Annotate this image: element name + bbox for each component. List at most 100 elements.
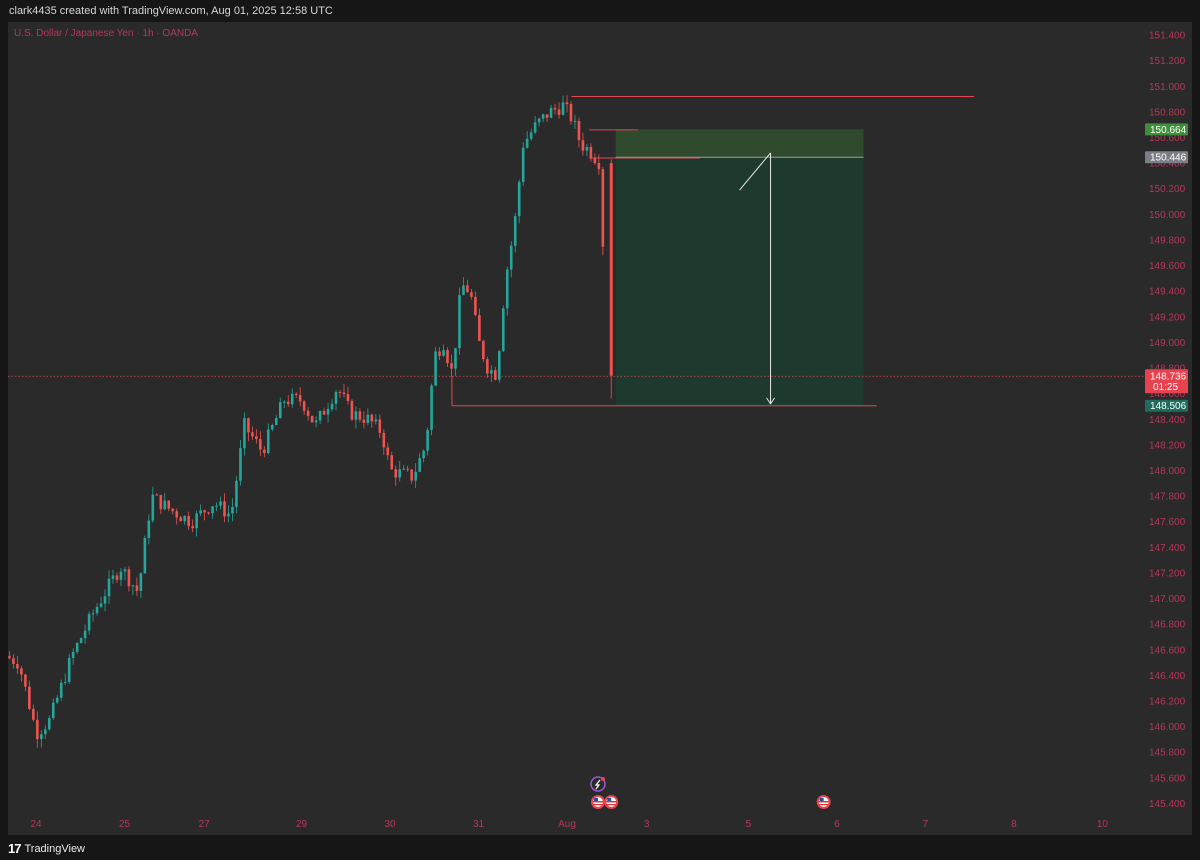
candle-body	[497, 351, 501, 380]
candle-body	[24, 674, 27, 687]
candle-body	[151, 494, 155, 521]
flag-stripe	[592, 804, 603, 806]
candle-body	[454, 348, 457, 369]
entry-price-label: 150.446	[1150, 153, 1187, 164]
candle-body	[561, 102, 565, 115]
candle-body	[199, 510, 202, 514]
candle-body	[490, 370, 493, 374]
candle-body	[593, 158, 597, 164]
candle-body	[525, 138, 529, 148]
candle-body	[67, 657, 71, 682]
footer-bar: 17 TradingView	[0, 835, 1200, 860]
candle-body	[414, 471, 417, 481]
candle-body	[183, 515, 186, 522]
candle-body	[28, 686, 31, 709]
candle-body	[302, 401, 306, 411]
candle-body	[334, 391, 338, 404]
candle-body	[278, 402, 282, 419]
candle-body	[406, 468, 409, 470]
candle-body	[123, 569, 127, 572]
candle-body	[501, 308, 505, 352]
y-tick-label: 146.600	[1149, 645, 1186, 656]
take-profit-zone	[615, 157, 864, 406]
candle-body	[40, 734, 43, 740]
candle-body	[418, 458, 421, 472]
candle-body	[398, 469, 402, 478]
lightning-icon[interactable]	[590, 776, 606, 792]
candle-body	[135, 585, 139, 591]
y-tick-label: 149.200	[1149, 312, 1186, 323]
candle-body	[251, 432, 254, 437]
candle-body	[255, 436, 258, 440]
x-tick-label: 8	[1011, 819, 1017, 830]
candle-body	[366, 414, 370, 423]
candle-body	[533, 122, 537, 133]
y-tick-label: 148.400	[1149, 415, 1186, 426]
candle-body	[167, 500, 171, 509]
candle-body	[227, 513, 230, 517]
candle-body	[87, 614, 91, 631]
candle-body	[235, 480, 238, 507]
y-tick-label: 150.800	[1149, 107, 1186, 118]
candle-body	[573, 121, 577, 123]
candle-body	[187, 515, 190, 527]
stop-loss-price-label: 150.664	[1150, 125, 1187, 136]
candle-body	[259, 439, 262, 450]
candle-body	[434, 351, 437, 386]
candle-body	[462, 285, 465, 296]
candle-body	[541, 114, 545, 119]
candle-body	[147, 520, 151, 539]
candle-body	[310, 415, 314, 423]
x-tick-label: 29	[296, 819, 308, 830]
x-tick-label: 5	[746, 819, 752, 830]
candle-body	[16, 663, 19, 669]
candlestick-chart[interactable]: 151.400 151.200 151.000 150.800 150.600 150.4…	[8, 22, 1192, 835]
candle-body	[119, 571, 123, 580]
y-tick-label: 150.000	[1149, 210, 1186, 221]
candle-body	[314, 420, 318, 423]
y-tick-label: 147.000	[1149, 594, 1186, 605]
flag-stripe	[606, 801, 617, 803]
x-tick-label: 30	[384, 819, 396, 830]
time-axis[interactable]: 24 25 27 29 30 31 Aug 3 5 6 7 8 10	[30, 819, 1108, 830]
candle-body	[545, 114, 549, 118]
candle-body	[75, 643, 79, 652]
y-tick-label: 148.200	[1149, 440, 1186, 451]
candle-body	[458, 295, 461, 349]
candle-body	[32, 708, 35, 720]
tradingview-logo[interactable]: 17 TradingView	[8, 841, 85, 856]
us-flag-icon[interactable]	[816, 795, 831, 809]
y-tick-label: 145.600	[1149, 773, 1186, 784]
candle-body	[223, 501, 226, 517]
y-tick-label: 150.400	[1149, 159, 1186, 170]
candle-body	[338, 391, 342, 393]
candle-body	[446, 350, 449, 364]
arrow-head	[766, 397, 775, 405]
candle-body	[609, 163, 613, 376]
candle-body	[474, 296, 477, 316]
candle-body	[20, 668, 23, 675]
candle-body	[175, 511, 179, 518]
candle-body	[59, 682, 63, 698]
us-flag-icon[interactable]	[590, 795, 605, 809]
candle-body	[589, 147, 593, 159]
candles	[8, 95, 613, 748]
candle-body	[569, 104, 573, 122]
flag-stripe	[606, 804, 617, 806]
candle-body	[286, 401, 290, 405]
stop-loss-price-label-bg	[1145, 123, 1188, 136]
chart-area[interactable]: 151.400 151.200 151.000 150.800 150.600 150.4…	[8, 22, 1192, 835]
y-tick-label: 145.400	[1149, 799, 1186, 810]
flag-stripe	[818, 804, 829, 806]
chart-title: U.S. Dollar / Japanese Yen · 1h · OANDA	[14, 28, 198, 39]
candle-body	[486, 359, 489, 374]
candle-body	[537, 118, 541, 123]
price-axis[interactable]: 151.400 151.200 151.000 150.800 150.600 150.4…	[1149, 31, 1186, 810]
candle-body	[601, 169, 605, 247]
us-flag-icon[interactable]	[604, 795, 619, 809]
candle-body	[290, 393, 294, 405]
candle-body	[43, 729, 47, 735]
y-tick-label: 145.800	[1149, 748, 1186, 759]
event-markers[interactable]	[590, 776, 831, 809]
